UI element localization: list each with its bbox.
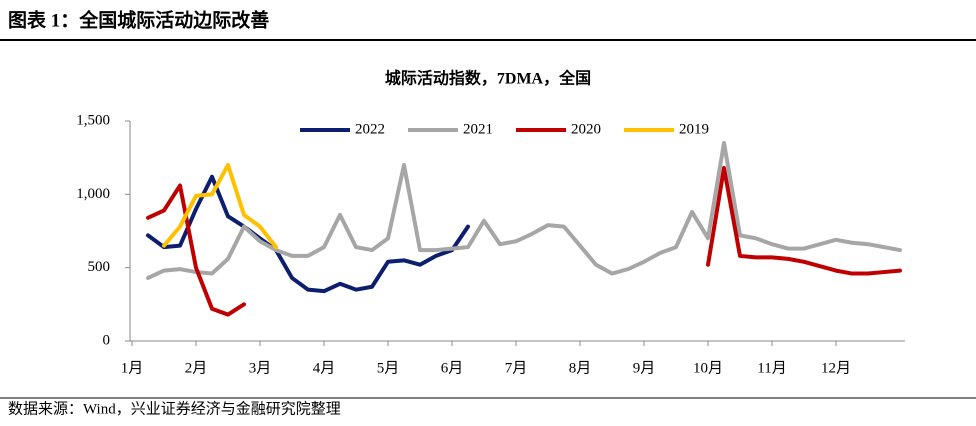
legend-label: 2022 (355, 121, 385, 137)
x-tick-label: 3月 (249, 360, 272, 376)
y-tick-label: 1,000 (76, 186, 110, 202)
line-series (706, 165, 902, 276)
x-tick-label: 2月 (185, 360, 208, 376)
line-series (162, 163, 278, 250)
y-tick-label: 500 (88, 259, 111, 275)
legend-label: 2020 (571, 121, 601, 137)
x-tick-label: 10月 (693, 360, 723, 376)
line-series (146, 141, 902, 280)
source: 数据来源：Wind，兴业证券经济与金融研究院整理 (8, 399, 341, 417)
chart-title: 城际活动指数，7DMA，全国 (385, 69, 591, 88)
figure-title: 图表 1：全国城际活动边际改善 (8, 8, 269, 31)
line-series (146, 174, 470, 294)
x-tick-label: 1月 (121, 360, 144, 376)
line-series (146, 183, 246, 317)
y-tick-label: 1,500 (76, 112, 110, 128)
x-tick-label: 11月 (757, 360, 786, 376)
x-tick-label: 5月 (377, 360, 400, 376)
y-tick-label: 0 (103, 332, 111, 348)
x-tick-label: 7月 (505, 360, 528, 376)
x-tick-label: 6月 (441, 360, 464, 376)
legend-label: 2021 (463, 121, 493, 137)
legend-label: 2019 (679, 121, 709, 137)
x-tick-label: 8月 (569, 360, 592, 376)
x-tick-label: 4月 (313, 360, 336, 376)
x-tick-label: 9月 (633, 360, 656, 376)
x-tick-label: 12月 (821, 360, 851, 376)
